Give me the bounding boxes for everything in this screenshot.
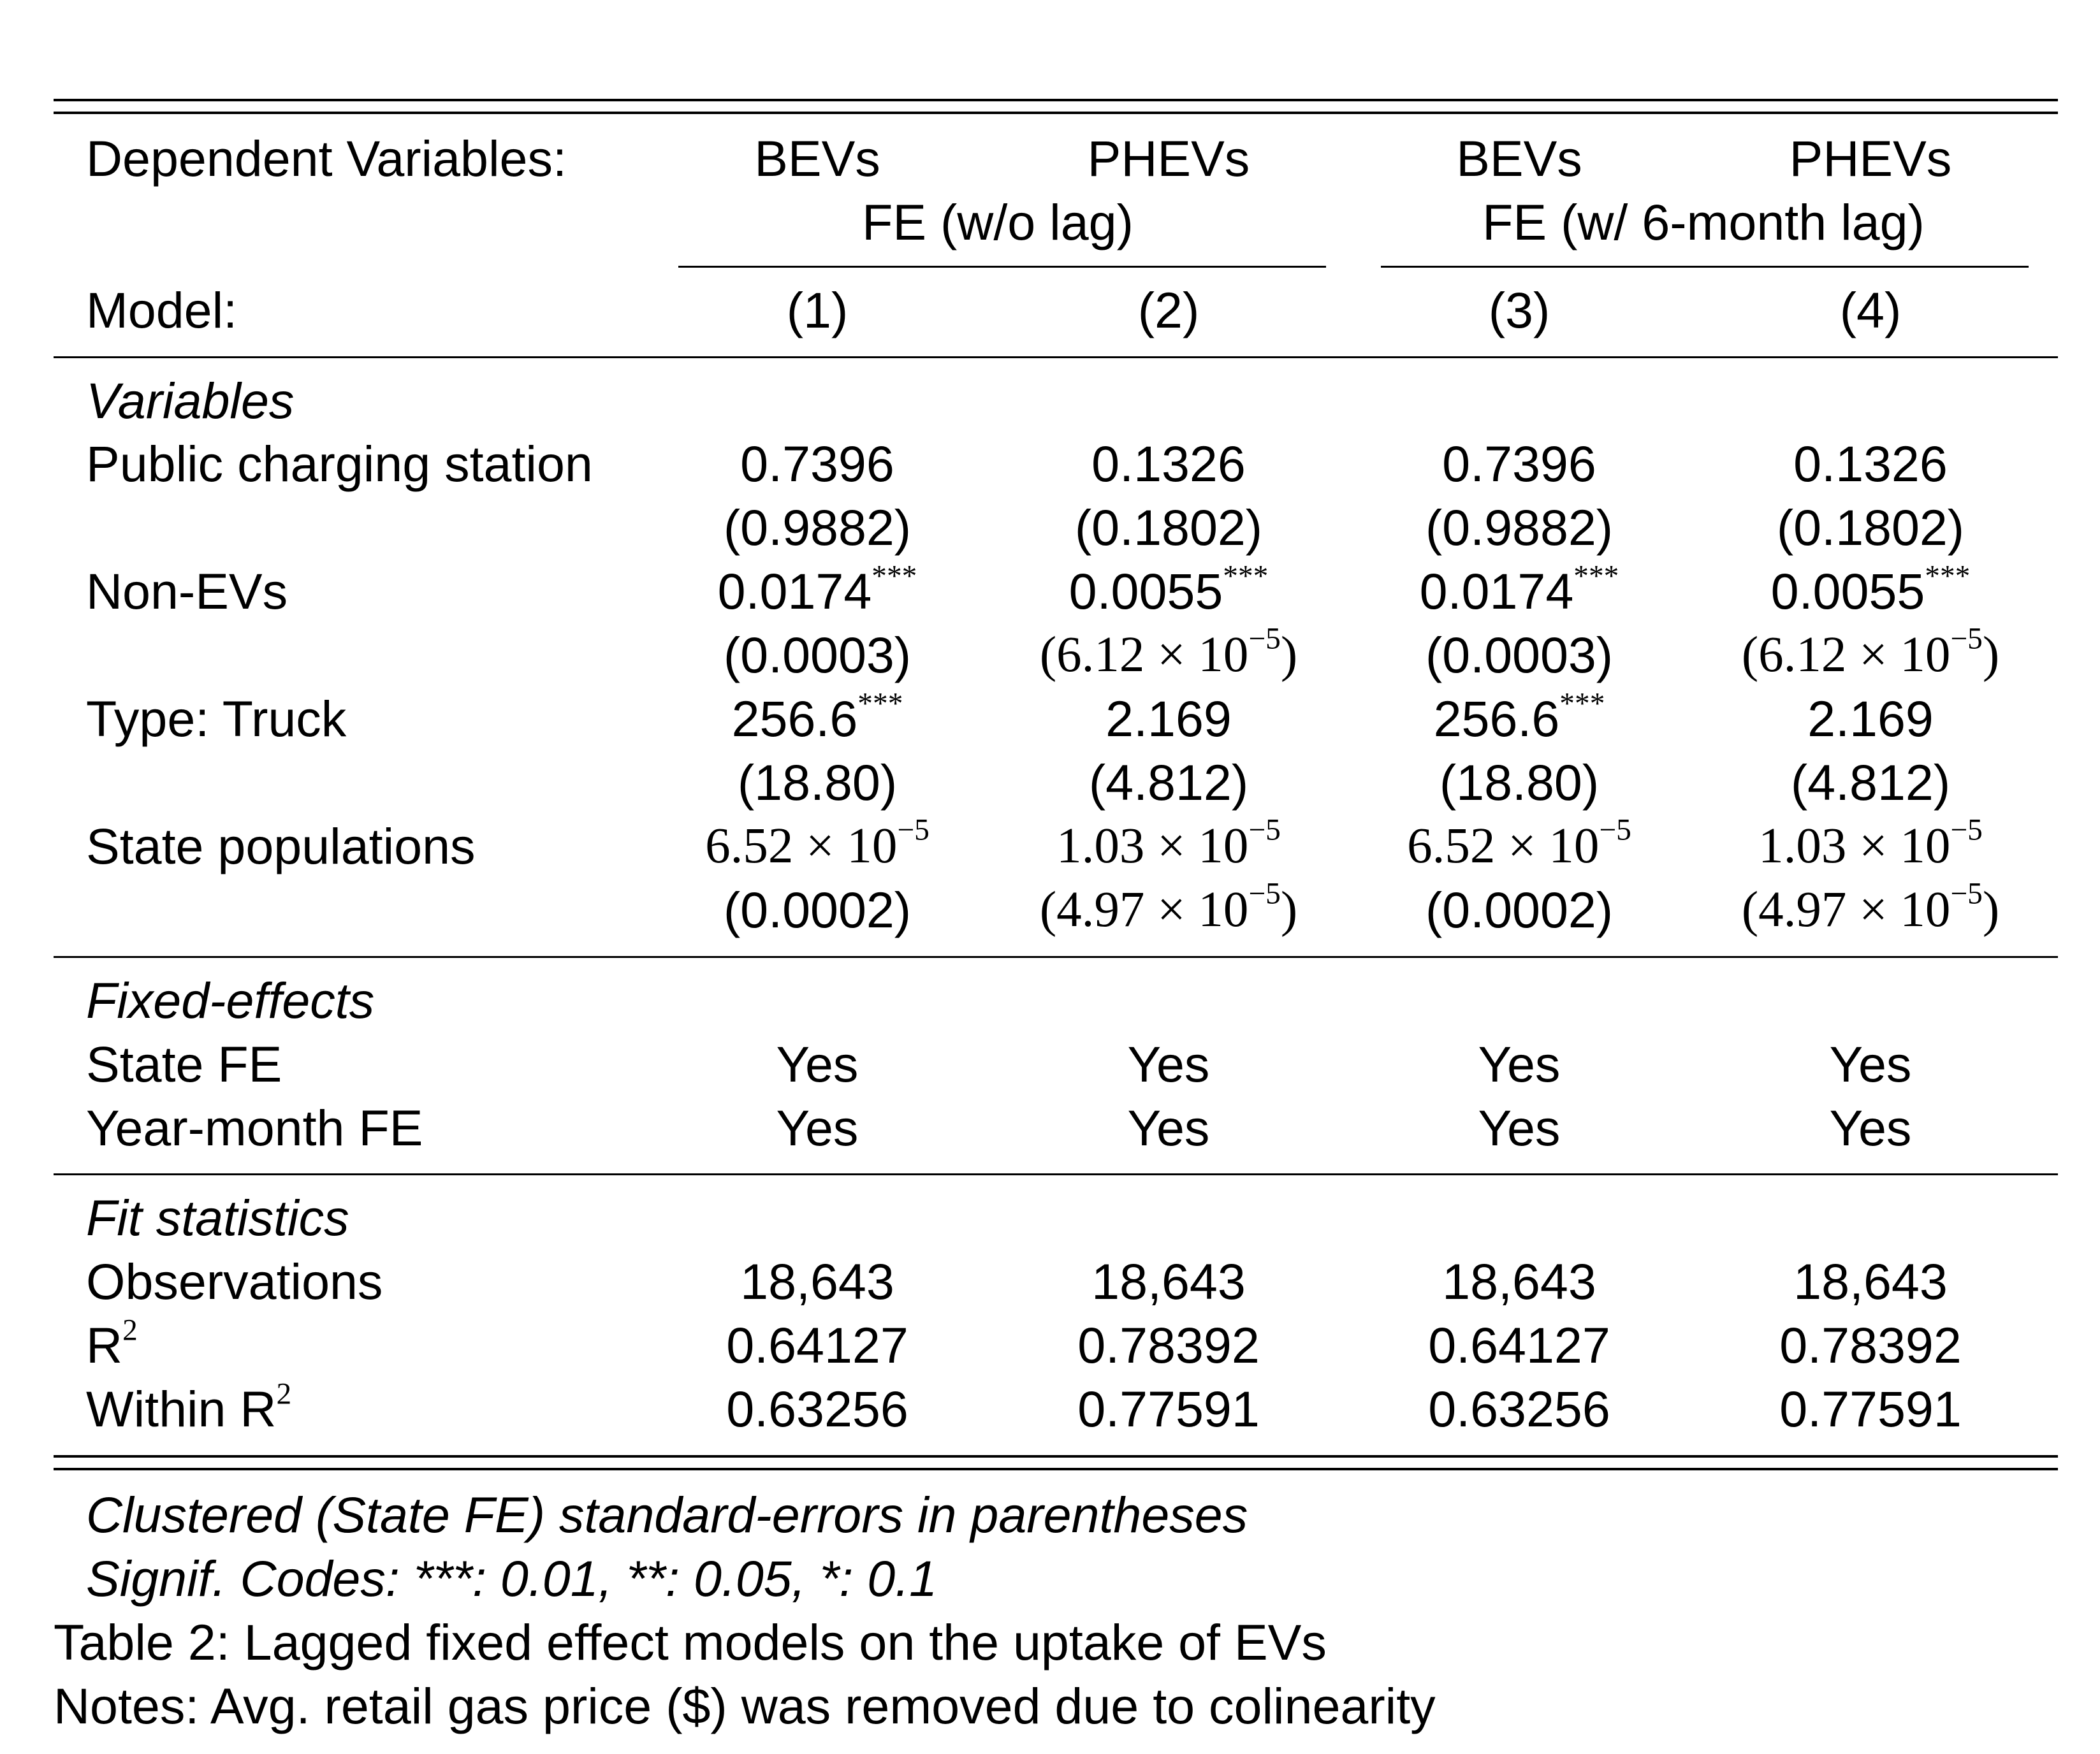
bottom-rule-1 xyxy=(54,1455,2058,1458)
coef-cell: 0.1326 xyxy=(1793,435,1948,492)
significance-stars: *** xyxy=(1223,560,1269,593)
note-signif-codes: Signif. Codes: ***: 0.01, **: 0.05, *: 0… xyxy=(86,1550,938,1607)
se-cell: (4.97 × 10−5) xyxy=(1741,877,2000,938)
coef-cell: 0.7396 xyxy=(740,435,894,492)
fit-cell: 0.78392 xyxy=(1077,1317,1260,1373)
dependent-variables-label: Dependent Variables: xyxy=(86,130,567,187)
dep-var-1: BEVs xyxy=(754,130,880,187)
fit-cell: 0.77591 xyxy=(1779,1381,1962,1437)
fixed-effects-rule xyxy=(54,1173,2058,1175)
row-label-year-month-fe: Year-month FE xyxy=(86,1099,423,1156)
dep-var-2: PHEVs xyxy=(1087,130,1250,187)
se-cell: (0.1802) xyxy=(1074,499,1263,556)
fit-cell: 18,643 xyxy=(1793,1253,1948,1310)
section-fit-statistics: Fit statistics xyxy=(86,1189,349,1246)
se-cell: (0.0003) xyxy=(1425,627,1614,683)
fe-cell: Yes xyxy=(776,1036,859,1092)
significance-stars: *** xyxy=(1573,560,1619,593)
row-label-public-charging: Public charging station xyxy=(86,435,593,492)
bottom-rule-2 xyxy=(54,1468,2058,1470)
model-4: (4) xyxy=(1839,282,1902,338)
se-cell: (4.97 × 10−5) xyxy=(1039,877,1298,938)
row-label-r2: R2 xyxy=(86,1314,138,1373)
model-label: Model: xyxy=(86,282,238,338)
se-cell: (18.80) xyxy=(737,754,898,811)
row-label-state-fe: State FE xyxy=(86,1036,282,1092)
fit-cell: 18,643 xyxy=(1442,1253,1596,1310)
row-label-non-evs: Non-EVs xyxy=(86,563,288,620)
fit-cell: 18,643 xyxy=(1091,1253,1246,1310)
se-cell: (6.12 × 10−5) xyxy=(1741,622,2000,683)
coef-cell: 0.7396 xyxy=(1442,435,1596,492)
dep-var-3: BEVs xyxy=(1456,130,1582,187)
row-label-type-truck: Type: Truck xyxy=(86,690,347,747)
fit-cell: 0.77591 xyxy=(1077,1381,1260,1437)
se-cell: (0.0003) xyxy=(723,627,912,683)
coef-cell: 0.0055*** xyxy=(1770,560,1971,620)
fit-cell: 0.64127 xyxy=(1428,1317,1610,1373)
note-clustered-se: Clustered (State FE) standard-errors in … xyxy=(86,1486,1248,1543)
variables-rule xyxy=(54,956,2058,958)
fit-cell: 0.63256 xyxy=(726,1381,908,1437)
model-3: (3) xyxy=(1488,282,1550,338)
significance-stars: *** xyxy=(857,687,903,721)
fe-cell: Yes xyxy=(1829,1099,1912,1156)
group-header-fe-no-lag: FE (w/o lag) xyxy=(862,194,1134,250)
top-rule-2 xyxy=(54,112,2058,114)
se-cell: (18.80) xyxy=(1439,754,1600,811)
coef-cell: 0.0174*** xyxy=(717,560,917,620)
fe-cell: Yes xyxy=(1829,1036,1912,1092)
fe-cell: Yes xyxy=(1127,1036,1210,1092)
coef-cell: 6.52 × 10−5 xyxy=(1407,813,1631,874)
se-cell: (0.9882) xyxy=(723,499,912,556)
coef-cell: 1.03 × 10−5 xyxy=(1056,813,1281,874)
fe-cell: Yes xyxy=(776,1099,859,1156)
fit-cell: 0.78392 xyxy=(1779,1317,1962,1373)
header-rule xyxy=(54,356,2058,358)
significance-stars: *** xyxy=(1925,560,1971,593)
significance-stars: *** xyxy=(871,560,917,593)
table-notes: Notes: Avg. retail gas price ($) was rem… xyxy=(54,1678,1436,1734)
fit-cell: 18,643 xyxy=(740,1253,894,1310)
group-rule-1 xyxy=(678,266,1326,268)
row-label-within-r2: Within R2 xyxy=(86,1377,292,1437)
se-cell: (6.12 × 10−5) xyxy=(1039,622,1298,683)
group-rule-2 xyxy=(1381,266,2029,268)
coef-cell: 2.169 xyxy=(1105,690,1232,747)
significance-stars: *** xyxy=(1559,687,1605,721)
fit-cell: 0.64127 xyxy=(726,1317,908,1373)
fe-cell: Yes xyxy=(1127,1099,1210,1156)
se-cell: (0.1802) xyxy=(1776,499,1965,556)
se-cell: (0.0002) xyxy=(1425,881,1614,938)
dep-var-4: PHEVs xyxy=(1789,130,1952,187)
se-cell: (4.812) xyxy=(1790,754,1951,811)
se-cell: (4.812) xyxy=(1088,754,1249,811)
row-label-state-populations: State populations xyxy=(86,818,476,874)
coef-cell: 6.52 × 10−5 xyxy=(705,813,930,874)
coef-cell: 0.1326 xyxy=(1091,435,1246,492)
model-1: (1) xyxy=(786,282,849,338)
table-caption: Table 2: Lagged fixed effect models on t… xyxy=(54,1614,1327,1671)
fe-cell: Yes xyxy=(1478,1099,1561,1156)
row-label-observations: Observations xyxy=(86,1253,383,1310)
model-2: (2) xyxy=(1137,282,1200,338)
coef-cell: 256.6*** xyxy=(1433,687,1605,747)
fe-cell: Yes xyxy=(1478,1036,1561,1092)
section-fixed-effects: Fixed-effects xyxy=(86,972,375,1029)
top-rule-1 xyxy=(54,99,2058,101)
fit-cell: 0.63256 xyxy=(1428,1381,1610,1437)
coef-cell: 1.03 × 10−5 xyxy=(1758,813,1983,874)
section-variables: Variables xyxy=(86,372,295,429)
se-cell: (0.0002) xyxy=(723,881,912,938)
se-cell: (0.9882) xyxy=(1425,499,1614,556)
coef-cell: 0.0055*** xyxy=(1068,560,1269,620)
group-header-fe-lag: FE (w/ 6-month lag) xyxy=(1482,194,1925,250)
coef-cell: 256.6*** xyxy=(731,687,903,747)
coef-cell: 2.169 xyxy=(1807,690,1934,747)
coef-cell: 0.0174*** xyxy=(1419,560,1619,620)
